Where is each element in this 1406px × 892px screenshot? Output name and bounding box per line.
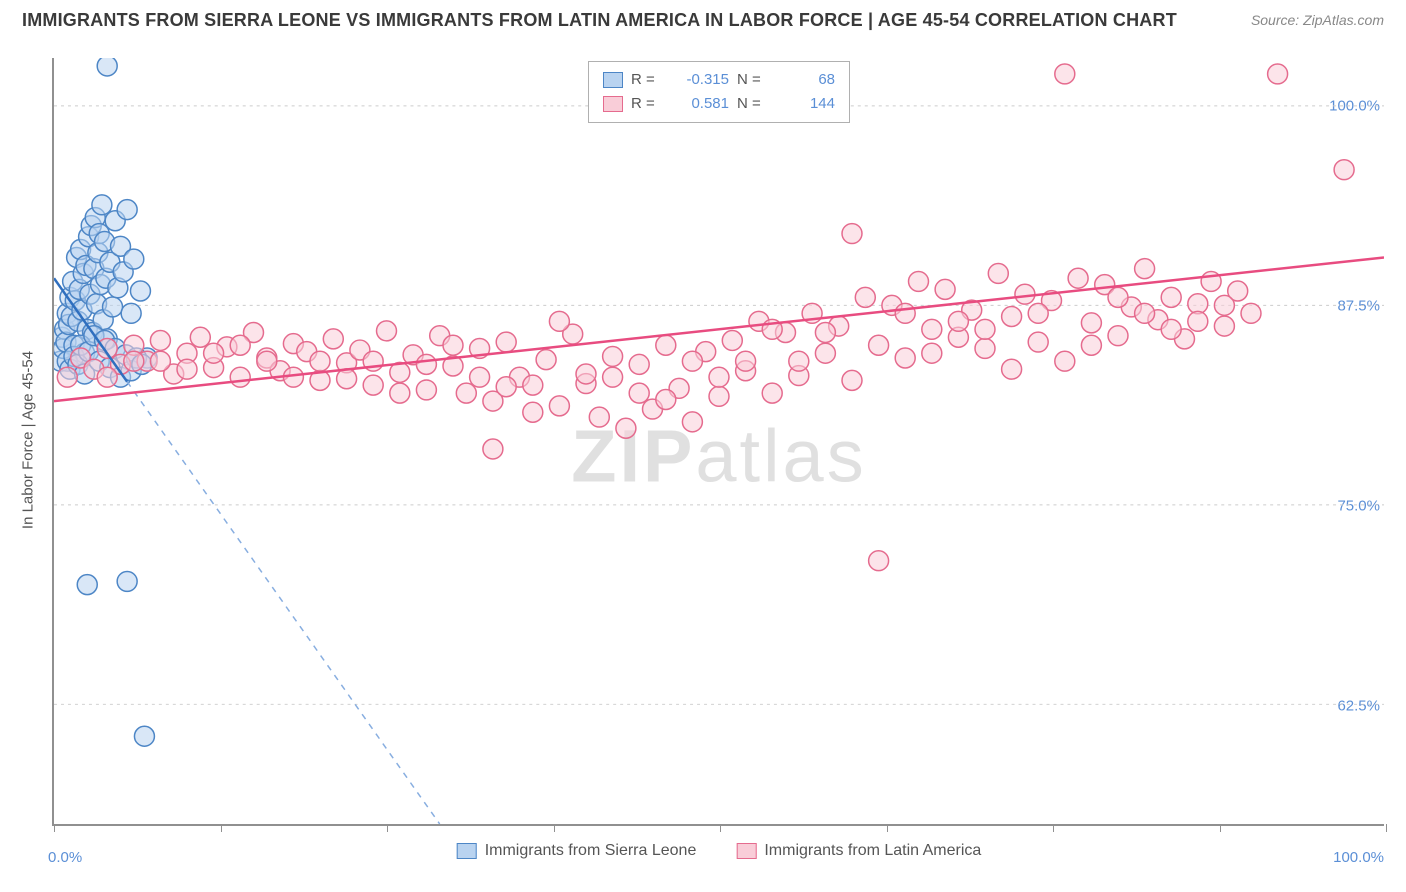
legend-swatch-pink	[603, 96, 623, 112]
x-end-label: 100.0%	[1333, 849, 1384, 866]
series-legend: Immigrants from Sierra Leone Immigrants …	[457, 842, 982, 860]
legend-row: R = -0.315 N = 68	[603, 68, 835, 92]
x-tick	[1220, 824, 1221, 832]
legend-r-value: -0.315	[673, 68, 729, 92]
legend-item: Immigrants from Latin America	[736, 842, 981, 860]
x-tick	[387, 824, 388, 832]
x-tick	[1386, 824, 1387, 832]
legend-n-value: 68	[779, 68, 835, 92]
legend-label: Immigrants from Latin America	[764, 842, 981, 860]
x-tick	[887, 824, 888, 832]
legend-n-value: 144	[779, 92, 835, 116]
x-tick	[54, 824, 55, 832]
plot-svg	[54, 58, 1384, 824]
x-tick	[554, 824, 555, 832]
x-tick	[1053, 824, 1054, 832]
x-start-label: 0.0%	[48, 849, 82, 866]
chart-title: IMMIGRANTS FROM SIERRA LEONE VS IMMIGRAN…	[22, 10, 1177, 31]
legend-swatch-pink	[736, 843, 756, 859]
legend-r-value: 0.581	[673, 92, 729, 116]
x-tick	[720, 824, 721, 832]
chart-source: Source: ZipAtlas.com	[1251, 12, 1384, 28]
plot-area: ZIPatlas R = -0.315 N = 68 R = 0.581 N =…	[52, 58, 1384, 826]
legend-r-label: R =	[631, 92, 665, 116]
y-axis-label: In Labor Force | Age 45-54	[20, 351, 37, 529]
legend-row: R = 0.581 N = 144	[603, 92, 835, 116]
legend-swatch-blue	[603, 72, 623, 88]
legend-n-label: N =	[737, 92, 771, 116]
x-tick	[221, 824, 222, 832]
correlation-legend: R = -0.315 N = 68 R = 0.581 N = 144	[588, 61, 850, 123]
legend-r-label: R =	[631, 68, 665, 92]
legend-label: Immigrants from Sierra Leone	[485, 842, 697, 860]
legend-n-label: N =	[737, 68, 771, 92]
legend-item: Immigrants from Sierra Leone	[457, 842, 697, 860]
legend-swatch-blue	[457, 843, 477, 859]
